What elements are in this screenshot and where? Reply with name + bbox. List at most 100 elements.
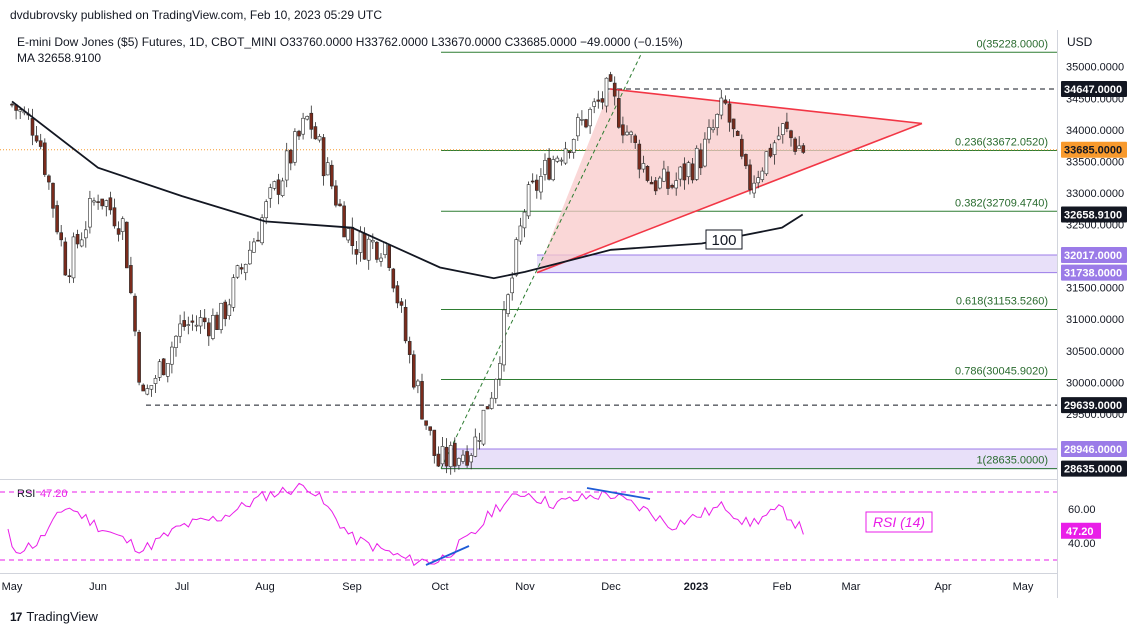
time-axis-tick: Oct	[431, 581, 448, 593]
candle-body	[448, 445, 453, 468]
candle-body	[96, 201, 100, 203]
tradingview-brand-label: TradingView	[26, 609, 98, 624]
price-axis-tick: 30000.0000	[1066, 377, 1124, 389]
candle-body	[588, 108, 592, 127]
candle-body	[194, 324, 199, 327]
rsi-title: RSI	[17, 488, 35, 500]
candle-body	[108, 197, 113, 211]
candle-body	[346, 228, 351, 241]
candle-body	[325, 162, 330, 176]
candle-body	[227, 304, 232, 317]
candle-body	[219, 302, 223, 330]
candle-body	[264, 201, 269, 219]
candle-body	[461, 454, 465, 462]
candle-body	[719, 97, 724, 116]
candle-body	[350, 226, 355, 246]
candle-body	[711, 127, 715, 131]
candle-body	[104, 200, 109, 207]
candle-body	[567, 151, 572, 154]
fib-trend-line	[440, 52, 643, 469]
price-tag-bg	[1061, 247, 1127, 264]
candle-body	[18, 109, 23, 112]
candle-body	[239, 267, 244, 270]
candle-body	[59, 232, 64, 241]
candle-body	[223, 301, 227, 320]
candle-body	[502, 309, 506, 366]
candle-body	[178, 323, 182, 337]
candle-body	[79, 239, 84, 247]
rsi-line	[7, 482, 804, 567]
candle-body	[543, 160, 547, 175]
fib-level-label: 1(28635.0000)	[976, 455, 1048, 467]
fib-level-label: 0.236(33672.0520)	[955, 137, 1048, 149]
candle-body	[120, 218, 125, 232]
candle-body	[608, 74, 613, 82]
candle-body	[297, 130, 301, 137]
price-axis-tick: 35000.0000	[1066, 62, 1124, 74]
candle-body	[534, 179, 539, 191]
candle-body	[596, 99, 601, 102]
candle-body	[403, 306, 408, 342]
candle-body	[272, 181, 277, 189]
candle-body	[67, 275, 72, 277]
candle-body	[252, 241, 256, 253]
candle-body	[383, 242, 387, 255]
candle-body	[514, 239, 519, 276]
candle-body	[666, 171, 670, 189]
candle-body	[362, 233, 367, 260]
rsi-axis-tick: 40.00	[1068, 538, 1096, 550]
candle-body	[358, 231, 363, 253]
candles-group	[10, 71, 806, 475]
rsi-axis-tick: 60.00	[1068, 504, 1096, 516]
candle-body	[518, 225, 523, 242]
time-axis-tick: Jul	[175, 581, 189, 593]
candle-body	[416, 380, 420, 387]
candle-body	[190, 320, 195, 323]
candle-body	[391, 268, 396, 289]
candle-body	[407, 341, 412, 355]
candle-body	[63, 241, 68, 276]
candle-body	[174, 335, 178, 348]
candle-body	[772, 142, 777, 155]
candle-body	[489, 397, 494, 409]
candle-body	[211, 315, 215, 339]
x-axis: May Jun Jul Aug Sep Oct Nov Dec 2023 Feb Mar Apr May	[2, 581, 1034, 593]
rsi-value-tag-text: 47.20	[1066, 526, 1094, 538]
candle-body	[440, 446, 445, 465]
candle-body	[559, 159, 564, 162]
candle-body	[34, 135, 39, 142]
candle-body	[366, 238, 371, 261]
price-axis-tick: 31500.0000	[1066, 283, 1124, 295]
candle-body	[793, 138, 797, 152]
rsi-bearish-divergence-line	[586, 487, 651, 500]
rsi-legend-value: 47.20	[40, 488, 68, 500]
price-tag-text: 31738.0000	[1064, 268, 1122, 280]
price-tag-bg	[1061, 141, 1127, 158]
candle-body	[662, 168, 666, 182]
candle-body	[452, 442, 457, 467]
candle-body	[202, 317, 207, 323]
candle-body	[744, 154, 748, 167]
candle-body	[616, 98, 621, 128]
currency-label: USD	[1067, 35, 1093, 49]
candle-body	[166, 363, 170, 377]
tradingview-brand[interactable]: 17 TradingView	[10, 609, 98, 624]
candle-body	[84, 229, 88, 239]
candle-body	[575, 117, 580, 137]
candle-body	[739, 138, 744, 157]
candle-body	[571, 139, 576, 153]
candle-body	[399, 301, 404, 306]
time-axis-tick: May	[2, 581, 23, 593]
candle-body	[129, 265, 133, 294]
price-tag-text: 32658.9100	[1064, 210, 1122, 222]
time-axis-tick: Aug	[255, 581, 275, 593]
publisher-line: dvdubrovsky published on TradingView.com…	[10, 8, 382, 22]
candle-body	[703, 138, 707, 167]
candle-body	[498, 363, 502, 380]
candle-body	[465, 451, 469, 466]
candle-body	[248, 249, 252, 265]
candle-body	[317, 136, 322, 141]
candle-body	[727, 103, 732, 123]
ma-label-box: 100	[705, 229, 743, 250]
